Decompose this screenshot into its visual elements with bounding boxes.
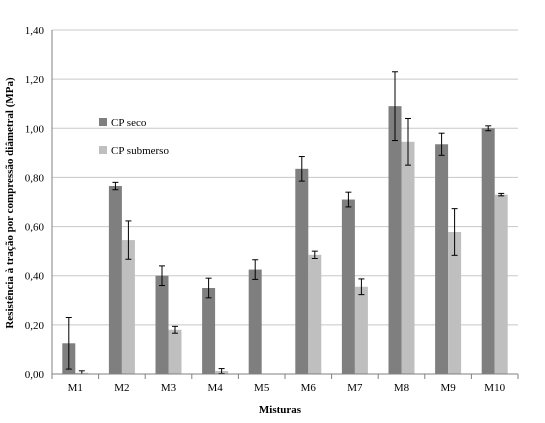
legend-label-cp-seco: CP seco bbox=[111, 117, 147, 129]
error-bars bbox=[65, 71, 505, 375]
bar-cp-submerso-m3 bbox=[168, 329, 182, 374]
bar-cp-seco-m7 bbox=[341, 199, 355, 374]
x-tick-label: M3 bbox=[161, 382, 177, 394]
y-tick-label: 0,80 bbox=[25, 172, 45, 184]
y-axis-title: Resistência à tração por compressão diâm… bbox=[4, 77, 16, 329]
x-tick-label: M7 bbox=[347, 382, 363, 394]
legend-swatch-cp-submerso bbox=[99, 146, 107, 154]
y-tick-label: 1,20 bbox=[25, 74, 45, 86]
y-tick-label: 0,00 bbox=[25, 369, 45, 381]
bar-cp-seco-m9 bbox=[435, 144, 449, 374]
bar-cp-seco-m3 bbox=[155, 275, 169, 374]
x-tick-label: M5 bbox=[254, 382, 270, 394]
x-tick-label: M4 bbox=[207, 382, 223, 394]
x-axis-title: Misturas bbox=[259, 404, 302, 416]
legend-label-cp-submerso: CP submerso bbox=[111, 145, 169, 157]
x-tick-label: M9 bbox=[440, 382, 456, 394]
x-tick-label: M6 bbox=[301, 382, 317, 394]
bar-cp-seco-m5 bbox=[248, 269, 262, 374]
x-tick-label: M8 bbox=[394, 382, 410, 394]
bar-cp-submerso-m6 bbox=[308, 254, 322, 374]
y-tick-label: 1,40 bbox=[25, 25, 45, 37]
x-tick-label: M2 bbox=[114, 382, 129, 394]
y-tick-label: 0,20 bbox=[25, 320, 45, 332]
bar-cp-submerso-m10 bbox=[494, 194, 508, 374]
bar-cp-submerso-m8 bbox=[401, 141, 415, 374]
bars bbox=[62, 106, 508, 375]
x-tick-label: M1 bbox=[68, 382, 83, 394]
bar-cp-submerso-m9 bbox=[448, 231, 462, 374]
legend: CP seco CP submerso bbox=[99, 117, 169, 157]
bar-cp-submerso-m2 bbox=[121, 240, 135, 374]
bar-cp-seco-m10 bbox=[481, 128, 495, 374]
axes: 0,00 0,20 0,40 0,60 0,80 1,00 1,20 1,40 M1 M2 M3 M4… bbox=[25, 25, 519, 394]
x-tick-label: M10 bbox=[484, 382, 505, 394]
bar-cp-seco-m2 bbox=[108, 186, 122, 374]
bar-cp-seco-m6 bbox=[295, 168, 309, 374]
y-tick-label: 1,00 bbox=[25, 123, 45, 135]
y-tick-label: 0,60 bbox=[25, 222, 45, 234]
y-tick-label: 0,40 bbox=[25, 271, 45, 283]
bar-cp-seco-m4 bbox=[202, 288, 216, 374]
bar-cp-seco-m8 bbox=[388, 106, 402, 375]
legend-swatch-cp-seco bbox=[99, 118, 107, 126]
bar-cp-submerso-m7 bbox=[354, 286, 368, 374]
